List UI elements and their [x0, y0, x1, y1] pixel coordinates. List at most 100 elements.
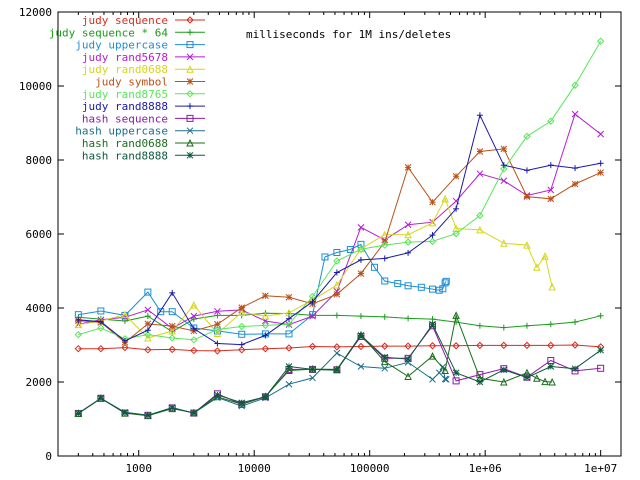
legend-label: judy uppercase: [75, 39, 168, 52]
legend-label: hash sequence: [82, 112, 168, 125]
data-point: [429, 285, 437, 293]
data-point: [428, 218, 437, 227]
data-point: [144, 346, 152, 354]
data-point: [357, 313, 364, 320]
axis-layer: 0 2000 4000 6000 8000 10000 12000 1000 10000 1000…: [19, 6, 621, 475]
data-point: [442, 277, 450, 285]
data-point: [285, 293, 293, 301]
data-point: [571, 81, 579, 89]
data-point: [144, 327, 151, 334]
data-point: [357, 245, 365, 253]
legend-item: judy sequence: [82, 14, 205, 27]
data-point: [346, 246, 354, 254]
legend-marker: [186, 65, 194, 73]
data-point: [428, 237, 437, 246]
data-point: [238, 330, 246, 338]
data-point: [144, 288, 152, 296]
data-point: [597, 130, 605, 138]
data-point: [168, 334, 176, 342]
data-point: [547, 341, 555, 350]
legend-marker: [186, 138, 194, 147]
data-point: [169, 289, 176, 296]
data-point: [404, 230, 412, 239]
legend-label: hash rand8888: [82, 149, 168, 162]
data-point: [285, 380, 293, 388]
data-point: [404, 342, 412, 350]
data-point: [381, 364, 389, 372]
data-point: [309, 298, 316, 305]
legend-item: hash sequence: [82, 112, 205, 125]
data-point: [404, 372, 412, 380]
data-point: [547, 363, 555, 370]
data-point: [381, 241, 389, 249]
data-point: [357, 240, 365, 248]
data-point: [333, 349, 341, 357]
data-point: [214, 307, 221, 315]
data-point: [452, 224, 460, 232]
data-point: [261, 344, 270, 353]
data-point: [238, 399, 246, 407]
data-point: [476, 322, 483, 329]
data-point: [333, 280, 341, 289]
data-point: [500, 162, 507, 169]
legend-item: judy symbol: [95, 76, 205, 89]
data-point: [523, 322, 530, 329]
data-point: [144, 330, 152, 339]
data-point: [309, 366, 316, 373]
data-point: [75, 316, 82, 323]
y-tick-label: 2000: [26, 376, 53, 389]
data-point: [285, 330, 293, 338]
y-tick-label: 4000: [26, 302, 53, 315]
data-point: [476, 112, 483, 119]
data-point: [405, 249, 412, 256]
data-point: [547, 186, 555, 194]
data-point: [190, 312, 198, 320]
data-point: [500, 177, 508, 185]
data-point: [429, 232, 436, 239]
data-point: [144, 313, 151, 320]
data-point: [238, 346, 246, 354]
data-point: [97, 307, 105, 315]
data-point: [168, 326, 177, 335]
legend-item: judy uppercase: [75, 39, 205, 52]
legend-label: judy sequence * 64: [49, 26, 169, 39]
legend-label: judy rand5678: [82, 51, 168, 64]
legend-label: judy rand8765: [82, 88, 168, 101]
legend-marker: [186, 90, 194, 98]
data-point: [333, 343, 341, 351]
data-point: [333, 249, 341, 256]
legend-item: hash uppercase: [75, 125, 205, 138]
legend-item: hash rand8888: [82, 149, 205, 162]
legend-item: judy rand8765: [82, 88, 205, 101]
data-point: [452, 342, 460, 350]
data-point: [74, 320, 83, 329]
data-point: [523, 193, 531, 200]
data-point: [441, 375, 449, 383]
series-layer: [74, 37, 605, 420]
data-point: [523, 132, 531, 141]
legend-marker: [186, 114, 194, 122]
data-point: [476, 211, 484, 220]
data-point: [476, 170, 484, 178]
series-6: [74, 37, 605, 344]
data-point: [523, 341, 531, 350]
data-point: [121, 343, 129, 352]
data-point: [429, 316, 436, 323]
x-tick-label: 1e+06: [469, 462, 502, 475]
data-point: [394, 280, 402, 288]
data-point: [157, 308, 165, 316]
data-point: [547, 117, 555, 125]
data-point: [435, 286, 443, 294]
data-point: [168, 308, 176, 316]
data-point: [547, 195, 555, 203]
data-point: [381, 313, 388, 320]
legend-label: judy rand8888: [82, 100, 168, 113]
data-point: [476, 378, 484, 386]
data-point: [547, 321, 554, 328]
legend-marker: [187, 103, 193, 110]
series-4: [74, 194, 556, 342]
data-point: [121, 317, 128, 324]
data-point: [571, 110, 579, 118]
data-point: [357, 270, 365, 277]
